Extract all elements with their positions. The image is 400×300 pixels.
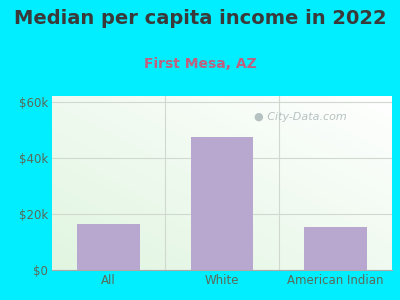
Text: First Mesa, AZ: First Mesa, AZ xyxy=(144,57,256,71)
Bar xyxy=(191,137,253,270)
Text: ● City-Data.com: ● City-Data.com xyxy=(254,112,346,122)
Bar xyxy=(304,226,366,270)
Bar xyxy=(78,224,140,270)
Text: Median per capita income in 2022: Median per capita income in 2022 xyxy=(14,9,386,28)
